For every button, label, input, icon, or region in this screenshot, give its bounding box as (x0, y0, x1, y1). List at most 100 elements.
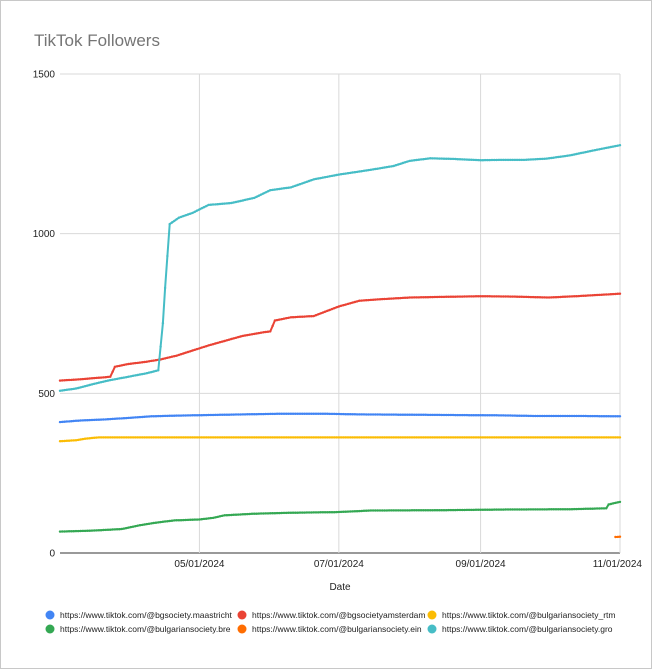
series-0-point-74 (227, 413, 231, 416)
series-3-point-134 (365, 509, 368, 512)
series-2-point-167 (440, 436, 443, 439)
series-2-point-229 (582, 436, 585, 439)
series-2-point-99 (285, 436, 288, 439)
series-5-point-153 (408, 159, 411, 163)
series-1-point-166 (438, 295, 441, 299)
series-5-point-50 (173, 219, 176, 223)
series-1-point-90 (264, 330, 267, 334)
series-1-point-69 (216, 341, 219, 345)
legend-item-0[interactable]: https://www.tiktok.com/@bgsociety.maastr… (45, 610, 233, 620)
series-5-point-55 (184, 214, 187, 217)
series-5-point-122 (337, 173, 341, 176)
series-2-point-60 (195, 436, 199, 439)
series-1-point-108 (305, 315, 309, 318)
series-5-point-120 (333, 174, 336, 177)
series-2-point-63 (202, 436, 206, 439)
series-5-point-201 (518, 158, 521, 162)
series-0-point-212 (543, 414, 546, 418)
series-3-point-141 (381, 509, 384, 512)
series-3-point-45 (161, 520, 165, 523)
series-5-point-235 (595, 148, 599, 151)
series-5-point-100 (287, 186, 290, 189)
series-1-point-60 (195, 347, 199, 351)
series-3-point-198 (511, 508, 514, 511)
series-0-point-31 (129, 416, 133, 419)
legend-item-5[interactable]: https://www.tiktok.com/@bulgariansociety… (427, 624, 613, 634)
series-5-point-129 (353, 171, 357, 174)
series-2-point-226 (575, 436, 578, 439)
series-5-point-211 (541, 157, 544, 161)
series-1-point-46 (163, 357, 167, 360)
series-3-point-151 (403, 509, 407, 512)
series-1-point-150 (401, 296, 405, 300)
series-0-point-97 (280, 412, 283, 415)
series-0-point-16 (95, 418, 98, 421)
series-5-point-118 (328, 175, 331, 178)
series-5-point-219 (559, 155, 562, 158)
series-5-point-132 (360, 170, 363, 173)
series-0-point-35 (138, 415, 142, 419)
legend-item-1[interactable]: https://www.tiktok.com/@bgsocietyamsterd… (237, 610, 426, 620)
series-1-point-78 (237, 335, 240, 339)
series-1-point-204 (525, 295, 528, 299)
series-3-point-226 (575, 507, 578, 511)
series-5-point-227 (577, 152, 581, 155)
series-3-point-156 (415, 509, 418, 512)
series-3-point-127 (349, 510, 352, 513)
series-1-point-107 (303, 315, 306, 318)
series-1-point-229 (582, 294, 585, 297)
series-3-point-158 (419, 509, 423, 512)
series-0-point-219 (559, 414, 562, 418)
series-0-point-13 (88, 418, 91, 422)
series-2-point-113 (317, 436, 320, 439)
series-2-point-121 (335, 436, 338, 439)
series-2-point-192 (497, 436, 501, 439)
series-5-point-169 (445, 157, 448, 160)
series-0-point-71 (221, 413, 224, 416)
series-2-point-128 (351, 436, 354, 439)
series-5-point-180 (470, 158, 473, 161)
series-3 (58, 500, 622, 533)
series-0-point-34 (136, 416, 139, 419)
series-2-point-79 (239, 436, 242, 439)
series-3-point-18 (99, 529, 103, 532)
series-2-point-173 (454, 436, 457, 439)
series-5-point-225 (573, 153, 576, 156)
series-2-point-50 (173, 436, 176, 439)
series-3-point-119 (330, 511, 334, 514)
series-1-point-6 (72, 378, 75, 381)
series-2-point-15 (93, 436, 96, 439)
series-0-point-213 (545, 414, 549, 418)
series-1-point-185 (481, 295, 485, 298)
y-tick-label-2: 1000 (33, 229, 56, 240)
series-2-point-109 (307, 436, 311, 439)
legend-item-4[interactable]: https://www.tiktok.com/@bulgariansociety… (237, 624, 422, 634)
series-1-point-63 (202, 345, 206, 349)
series-1-point-13 (88, 377, 91, 380)
series-5-point-150 (401, 161, 405, 165)
series-0-point-161 (426, 413, 430, 417)
series-0-point-53 (179, 414, 183, 417)
series-1-point-134 (365, 299, 368, 302)
series-2-point-238 (602, 436, 606, 439)
series-2-point-188 (488, 436, 491, 439)
series-5-point-25 (115, 377, 119, 381)
legend-item-2[interactable]: https://www.tiktok.com/@bulgariansociety… (427, 610, 616, 620)
series-3-point-50 (173, 519, 176, 522)
series-2-point-27 (120, 436, 123, 439)
series-5-point-236 (598, 148, 601, 151)
series-3-point-95 (275, 511, 279, 515)
series-2-point-69 (216, 436, 219, 439)
legend-item-3[interactable]: https://www.tiktok.com/@bulgariansociety… (45, 624, 231, 634)
series-5-point-73 (225, 202, 229, 205)
series-3-point-28 (122, 527, 126, 530)
series-3-point-36 (141, 523, 144, 527)
series-1-point-39 (147, 360, 151, 363)
series-3-point-59 (193, 518, 197, 521)
series-1-point-12 (86, 377, 89, 380)
series-2-point-68 (214, 436, 217, 439)
series-2-point-26 (118, 436, 121, 439)
series-3-point-187 (486, 508, 489, 511)
series-3-point-101 (289, 511, 293, 514)
series-0-point-91 (266, 412, 270, 416)
